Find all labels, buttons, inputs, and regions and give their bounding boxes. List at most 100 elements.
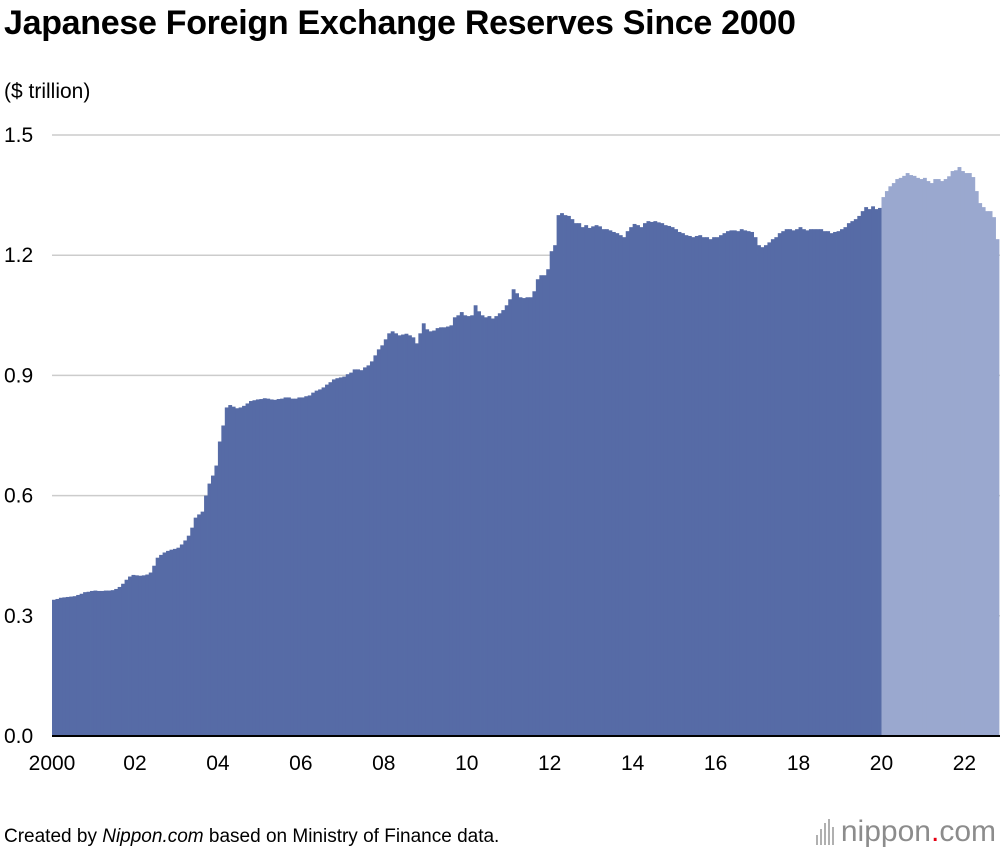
y-tick-label: 0.0 [4, 725, 33, 748]
bar [570, 219, 575, 736]
bar [93, 590, 98, 736]
bar [867, 209, 872, 736]
bar [829, 233, 834, 736]
bar [677, 231, 682, 736]
bar [639, 227, 644, 736]
bar [940, 181, 945, 736]
bar [145, 574, 150, 736]
bar [736, 231, 741, 736]
bar [770, 239, 775, 737]
bar [763, 245, 768, 736]
monthly-bars [52, 167, 1000, 737]
bar [843, 227, 848, 736]
bar [933, 179, 938, 736]
chart-title: Japanese Foreign Exchange Reserves Since… [4, 4, 796, 42]
bar [985, 211, 990, 736]
bar [508, 299, 513, 736]
bar [342, 376, 347, 736]
bar [922, 177, 927, 736]
bar [373, 355, 378, 736]
bar [542, 275, 547, 736]
bar [83, 592, 87, 736]
bar [190, 527, 195, 736]
bar [269, 399, 274, 736]
bar [90, 590, 94, 736]
bar [183, 540, 188, 736]
y-tick-label: 0.6 [4, 485, 33, 508]
bar [691, 237, 696, 737]
bar [307, 395, 312, 736]
bar [131, 574, 136, 736]
bar [649, 221, 654, 736]
bar [128, 576, 132, 736]
bar [193, 517, 198, 736]
bar [480, 315, 485, 736]
bar [712, 237, 716, 737]
bar [601, 229, 606, 736]
bar [560, 213, 564, 736]
bar [242, 405, 246, 736]
bar [52, 599, 56, 736]
bar [249, 401, 253, 736]
bar [902, 175, 907, 736]
bar [798, 227, 803, 736]
bar [335, 378, 340, 736]
bar [929, 183, 934, 736]
bar [622, 237, 627, 737]
bar [698, 235, 703, 737]
bar [722, 233, 727, 736]
y-axis-unit-label: ($ trillion) [4, 80, 91, 103]
logo-bars-icon [815, 819, 834, 845]
bar [380, 345, 385, 736]
y-tick-label: 1.2 [4, 244, 33, 267]
bar [760, 247, 765, 736]
bar [449, 325, 454, 736]
bar [528, 297, 533, 736]
bar [228, 405, 233, 736]
bar [884, 191, 889, 737]
bar [152, 565, 157, 736]
bar [784, 229, 789, 736]
bar [701, 237, 706, 737]
bar [186, 535, 191, 736]
bar [304, 396, 309, 736]
bar [318, 389, 322, 736]
bar [539, 275, 544, 736]
x-tick-label: 02 [123, 752, 146, 775]
bar [435, 328, 440, 736]
bar [442, 327, 447, 736]
x-tick-label: 18 [787, 752, 810, 775]
bar [255, 399, 260, 736]
bar [608, 230, 613, 737]
bar [909, 175, 913, 736]
x-tick-label: 20 [870, 752, 893, 775]
bar [124, 579, 129, 736]
bar [79, 593, 84, 736]
bar [287, 397, 291, 736]
bar [110, 590, 115, 736]
bar [383, 339, 388, 736]
bar [172, 548, 177, 736]
bar [169, 549, 174, 736]
bar [812, 229, 817, 736]
bar [732, 230, 737, 737]
bar [566, 215, 571, 736]
bar [719, 235, 723, 737]
bar [452, 317, 457, 736]
logo-wordmark: nippon [840, 815, 931, 848]
bar [850, 221, 855, 736]
bar [439, 327, 443, 736]
bar [971, 177, 976, 736]
bar [833, 231, 837, 736]
bar [55, 598, 60, 736]
bar [179, 544, 184, 736]
bar [881, 197, 886, 737]
bar [518, 297, 523, 736]
bar [646, 221, 651, 736]
bar [632, 223, 637, 736]
bar [96, 590, 101, 736]
bar [681, 233, 685, 736]
x-tick-label: 08 [372, 752, 395, 775]
bar [72, 596, 77, 736]
bar [826, 231, 831, 736]
